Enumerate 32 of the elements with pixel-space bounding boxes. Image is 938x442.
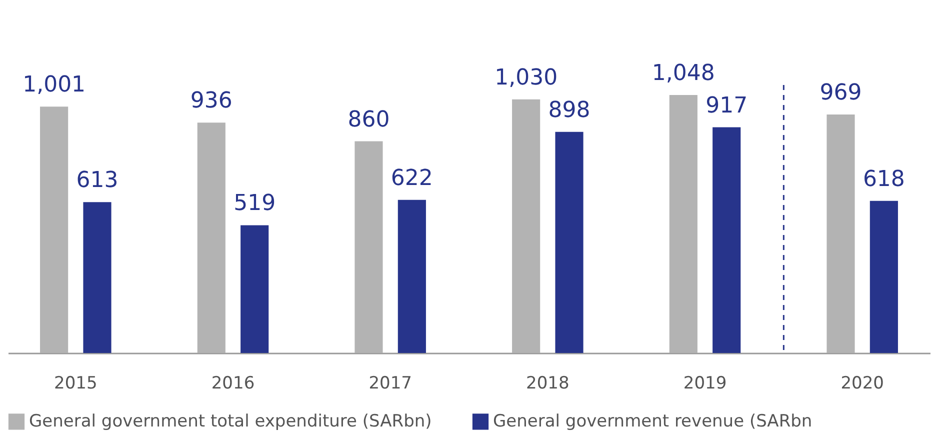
bar [40,106,68,353]
data-label: 1,048 [652,61,715,86]
bar [826,114,855,353]
data-label: 613 [76,168,118,194]
x-tick-label: 2015 [54,374,98,394]
bar [354,141,383,353]
x-tick-label: 2016 [211,374,255,394]
bar [398,200,426,353]
bar [870,200,898,353]
x-tick-label: 2020 [840,374,884,394]
x-tick-label: 2018 [526,374,570,394]
legend-label: General government total expenditure (SARbn) [29,412,432,432]
data-label: 1,030 [494,65,558,90]
data-label: 519 [234,191,276,216]
bar [197,122,226,353]
data-label: 969 [820,80,862,106]
bar [669,95,698,353]
data-label: 1,001 [22,72,86,98]
bar [83,202,112,353]
data-label: 898 [548,98,590,123]
data-label: 860 [348,107,390,132]
data-label: 917 [706,93,748,118]
bar [555,132,584,353]
data-label: 936 [190,88,232,114]
data-label: 618 [862,166,905,192]
legend-label: General government revenue (SARbn [493,412,812,432]
bar [240,225,269,353]
bar [712,127,741,353]
data-label: 622 [390,166,433,191]
x-tick-label: 2017 [368,374,412,394]
x-tick-label: 2019 [683,374,727,394]
bar [512,99,540,353]
